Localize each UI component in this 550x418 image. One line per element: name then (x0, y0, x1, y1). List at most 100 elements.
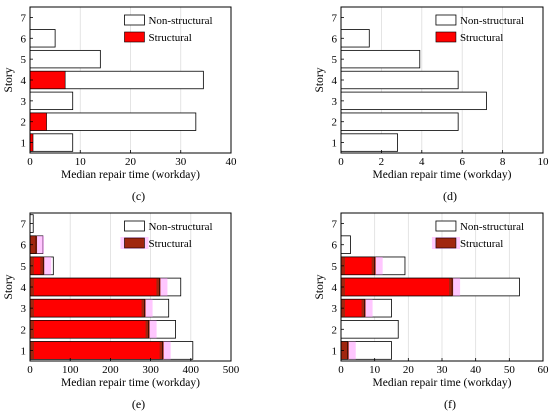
legend-label-structural: Structural (148, 238, 191, 250)
x-tick-label: 30 (175, 156, 187, 168)
y-tick-label: 1 (21, 138, 27, 150)
y-tick-label: 2 (21, 117, 27, 129)
x-tick-label: 10 (369, 364, 381, 376)
x-tick-label: 10 (75, 156, 87, 168)
x-axis-title: Median repair time (workday) (373, 169, 512, 181)
y-tick-label: 5 (21, 261, 27, 273)
y-tick-label: 5 (332, 54, 338, 66)
bar-structural-cap (40, 256, 45, 275)
bar-nonstructural (340, 112, 459, 131)
bar-nonstructural (340, 133, 398, 152)
bar-structural-cap (159, 341, 164, 360)
bar-nonstructural (340, 320, 399, 339)
x-tick-label: 0 (27, 364, 33, 376)
legend-label-nonstructural: Non-structural (148, 15, 212, 27)
bar-nonstructural (340, 91, 487, 111)
y-axis-title: Story (314, 274, 326, 299)
bar-structural-cap (156, 278, 161, 296)
x-tick-label: 200 (102, 364, 119, 376)
legend-label-structural: Structural (460, 32, 503, 44)
plot-frame (340, 6, 544, 154)
x-tick-label: 30 (437, 364, 449, 376)
bar-structural-cap (371, 256, 376, 275)
y-tick-label: 7 (21, 12, 27, 24)
y-axis-title: Story (3, 274, 15, 299)
bar-structural-cap (141, 299, 146, 318)
y-tick-label: 7 (21, 219, 27, 231)
bar-structural-band (345, 341, 356, 360)
y-tick-label: 5 (332, 261, 338, 273)
y-tick-label: 3 (21, 303, 27, 315)
bar-structural (341, 278, 453, 296)
y-tick-label: 3 (21, 96, 27, 108)
y-tick-label: 7 (332, 219, 338, 231)
x-axis-title: Median repair time (workday) (373, 377, 512, 389)
legend-swatch-structural (124, 237, 145, 249)
plot-frame (29, 212, 232, 362)
bar-structural (30, 278, 160, 296)
panel-caption: (f) (444, 397, 456, 411)
bar-nonstructural (340, 49, 421, 69)
x-tick-label: 500 (223, 364, 240, 376)
legend-swatch-nonstructural (435, 14, 457, 26)
bar-structural-cap (33, 235, 38, 254)
bar-structural-band (142, 299, 153, 318)
bar-structural-cap (449, 278, 454, 296)
bar-nonstructural (29, 91, 74, 111)
y-tick-label: 3 (332, 96, 338, 108)
bar-structural-band (362, 299, 373, 318)
x-tick-label: 0 (27, 156, 33, 168)
bar-nonstructural (29, 133, 74, 152)
bar-nonstructural (29, 112, 197, 131)
y-axis-title: Story (314, 67, 326, 92)
legend-label-nonstructural: Non-structural (460, 221, 524, 233)
y-tick-label: 7 (332, 12, 338, 24)
chart-d: 1 2 3 4 5 6 7 0 2 4 6 8 10 Median repair time (workda… (314, 6, 550, 203)
y-tick-label: 2 (21, 324, 27, 336)
y-tick-label: 5 (21, 54, 27, 66)
bar-structural-cap (145, 320, 150, 339)
x-tick-label: 400 (183, 364, 200, 376)
bar-structural (30, 320, 149, 339)
panel-caption: (e) (132, 397, 145, 411)
bar-structural (341, 299, 365, 318)
chart-c: 1 2 3 4 5 6 7 0 10 20 30 40 Median repair time (work… (3, 6, 238, 203)
bar-structural-cap (361, 299, 366, 318)
bar-structural (30, 299, 145, 318)
x-tick-label: 8 (500, 156, 506, 168)
x-tick-label: 40 (226, 156, 238, 168)
y-tick-label: 2 (332, 117, 338, 129)
y-tick-label: 4 (332, 282, 338, 294)
x-tick-label: 300 (142, 364, 159, 376)
bar-nonstructural (29, 29, 56, 48)
y-tick-label: 1 (21, 345, 27, 357)
legend-label-nonstructural: Non-structural (148, 221, 212, 233)
y-tick-label: 4 (21, 282, 27, 294)
legend-swatch-nonstructural (124, 14, 145, 26)
bar-structural-band (372, 256, 383, 275)
x-tick-label: 2 (379, 156, 385, 168)
y-tick-label: 1 (332, 138, 338, 150)
x-tick-label: 0 (338, 156, 344, 168)
x-axis-title: Median repair time (workday) (61, 169, 200, 181)
panel-caption: (d) (443, 189, 457, 203)
x-tick-label: 40 (470, 364, 482, 376)
bar-structural-cap (344, 341, 349, 360)
bar-structural-band (34, 235, 45, 254)
x-tick-label: 6 (459, 156, 465, 168)
bar-structural-band (160, 341, 171, 360)
panel-caption: (c) (132, 189, 145, 203)
bar-nonstructural (340, 29, 370, 48)
x-tick-label: 10 (538, 156, 550, 168)
x-tick-label: 60 (538, 364, 550, 376)
y-tick-label: 6 (332, 240, 338, 252)
y-tick-label: 2 (332, 324, 338, 336)
bar-structural (29, 70, 66, 90)
x-tick-label: 4 (419, 156, 425, 168)
y-tick-label: 4 (21, 75, 27, 87)
y-axis-title: Story (3, 67, 15, 92)
y-tick-label: 6 (21, 240, 27, 252)
legend-label-structural: Structural (148, 32, 191, 44)
y-tick-label: 1 (332, 345, 338, 357)
legend-swatch-structural (435, 31, 457, 43)
